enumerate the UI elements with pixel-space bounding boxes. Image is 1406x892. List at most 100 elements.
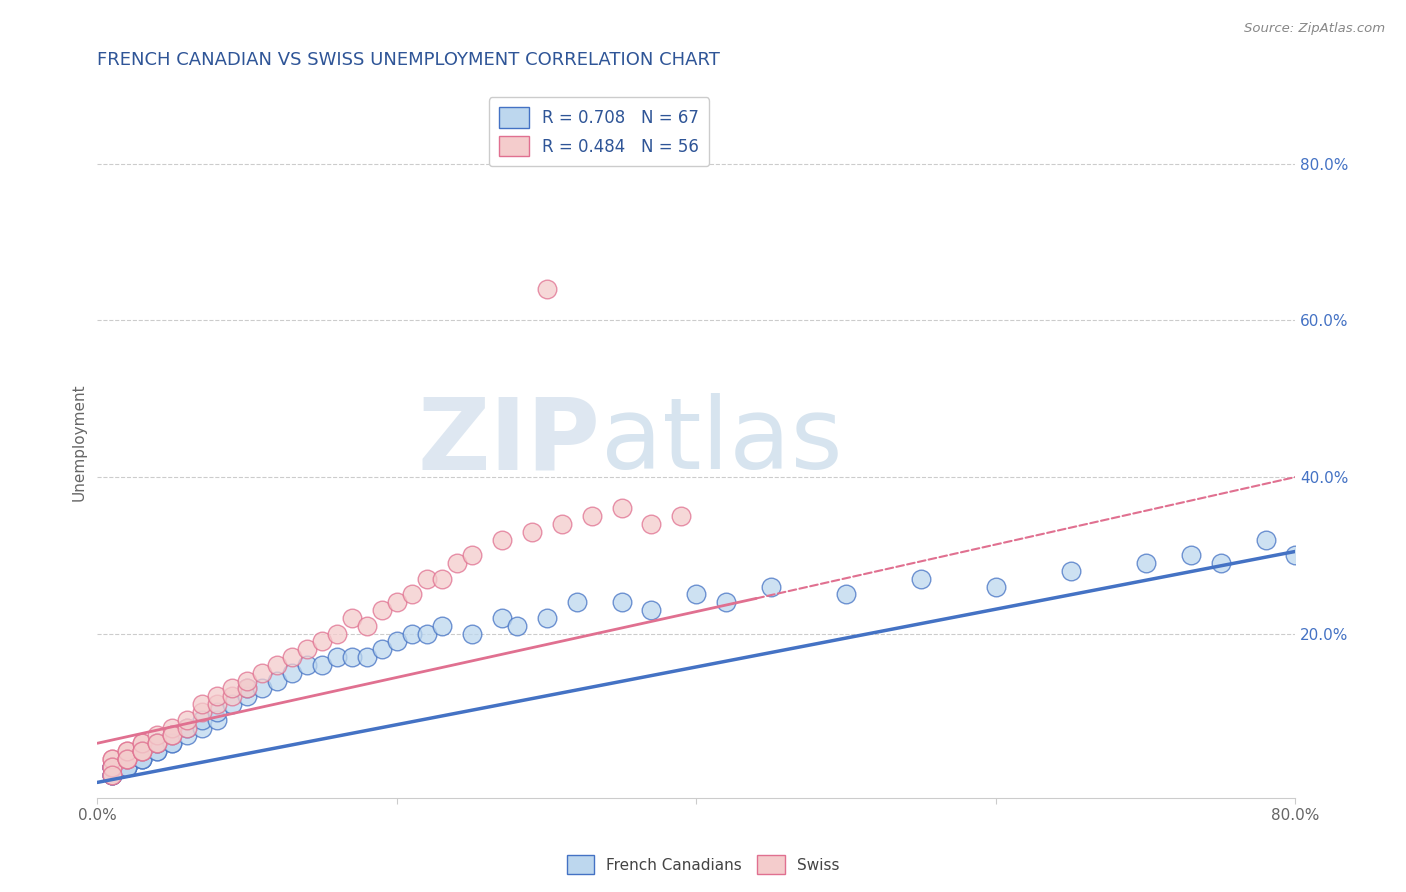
Point — [266, 657, 288, 672]
Point — [281, 665, 304, 680]
Text: FRENCH CANADIAN VS SWISS UNEMPLOYMENT CORRELATION CHART: FRENCH CANADIAN VS SWISS UNEMPLOYMENT CO… — [97, 51, 720, 69]
Point — [430, 619, 453, 633]
Point — [160, 736, 183, 750]
Point — [505, 619, 527, 633]
Point — [221, 681, 243, 696]
Point — [117, 760, 139, 774]
Point — [176, 728, 198, 742]
Point — [640, 516, 662, 531]
Point — [520, 524, 543, 539]
Point — [131, 752, 153, 766]
Point — [160, 721, 183, 735]
Point — [1135, 556, 1157, 570]
Point — [236, 681, 259, 696]
Point — [491, 533, 513, 547]
Point — [281, 650, 304, 665]
Point — [385, 595, 408, 609]
Point — [176, 721, 198, 735]
Point — [205, 690, 228, 704]
Point — [146, 736, 169, 750]
Point — [1284, 549, 1306, 563]
Point — [117, 760, 139, 774]
Point — [117, 760, 139, 774]
Point — [117, 752, 139, 766]
Point — [205, 705, 228, 719]
Point — [146, 728, 169, 742]
Point — [356, 650, 378, 665]
Point — [117, 744, 139, 758]
Point — [131, 744, 153, 758]
Point — [101, 760, 124, 774]
Point — [581, 509, 603, 524]
Point — [565, 595, 588, 609]
Point — [117, 752, 139, 766]
Point — [101, 760, 124, 774]
Point — [117, 752, 139, 766]
Point — [101, 760, 124, 774]
Point — [131, 752, 153, 766]
Point — [101, 760, 124, 774]
Point — [416, 572, 439, 586]
Point — [984, 580, 1007, 594]
Text: ZIP: ZIP — [418, 393, 600, 491]
Text: Source: ZipAtlas.com: Source: ZipAtlas.com — [1244, 22, 1385, 36]
Point — [461, 549, 484, 563]
Point — [536, 282, 558, 296]
Point — [176, 713, 198, 727]
Point — [671, 509, 693, 524]
Point — [266, 673, 288, 688]
Y-axis label: Unemployment: Unemployment — [72, 383, 86, 500]
Point — [761, 580, 783, 594]
Point — [385, 634, 408, 648]
Point — [371, 642, 394, 657]
Point — [311, 657, 333, 672]
Point — [101, 760, 124, 774]
Point — [101, 752, 124, 766]
Point — [146, 736, 169, 750]
Point — [160, 728, 183, 742]
Point — [205, 697, 228, 711]
Point — [131, 744, 153, 758]
Point — [191, 713, 214, 727]
Point — [101, 760, 124, 774]
Point — [340, 611, 363, 625]
Point — [835, 587, 858, 601]
Point — [101, 760, 124, 774]
Point — [146, 744, 169, 758]
Point — [610, 595, 633, 609]
Point — [146, 736, 169, 750]
Point — [131, 744, 153, 758]
Point — [131, 736, 153, 750]
Point — [117, 752, 139, 766]
Point — [295, 657, 318, 672]
Point — [236, 690, 259, 704]
Point — [117, 744, 139, 758]
Point — [146, 736, 169, 750]
Point — [176, 721, 198, 735]
Point — [250, 665, 273, 680]
Point — [416, 626, 439, 640]
Point — [401, 626, 423, 640]
Point — [1060, 564, 1083, 578]
Point — [311, 634, 333, 648]
Point — [461, 626, 484, 640]
Point — [101, 752, 124, 766]
Point — [131, 744, 153, 758]
Point — [131, 736, 153, 750]
Text: atlas: atlas — [600, 393, 842, 491]
Point — [236, 673, 259, 688]
Point — [131, 752, 153, 766]
Point — [685, 587, 707, 601]
Point — [101, 767, 124, 781]
Point — [117, 752, 139, 766]
Point — [910, 572, 932, 586]
Point — [236, 681, 259, 696]
Point — [491, 611, 513, 625]
Point — [117, 760, 139, 774]
Point — [117, 752, 139, 766]
Point — [430, 572, 453, 586]
Point — [446, 556, 468, 570]
Point — [160, 728, 183, 742]
Point — [1254, 533, 1277, 547]
Point — [191, 697, 214, 711]
